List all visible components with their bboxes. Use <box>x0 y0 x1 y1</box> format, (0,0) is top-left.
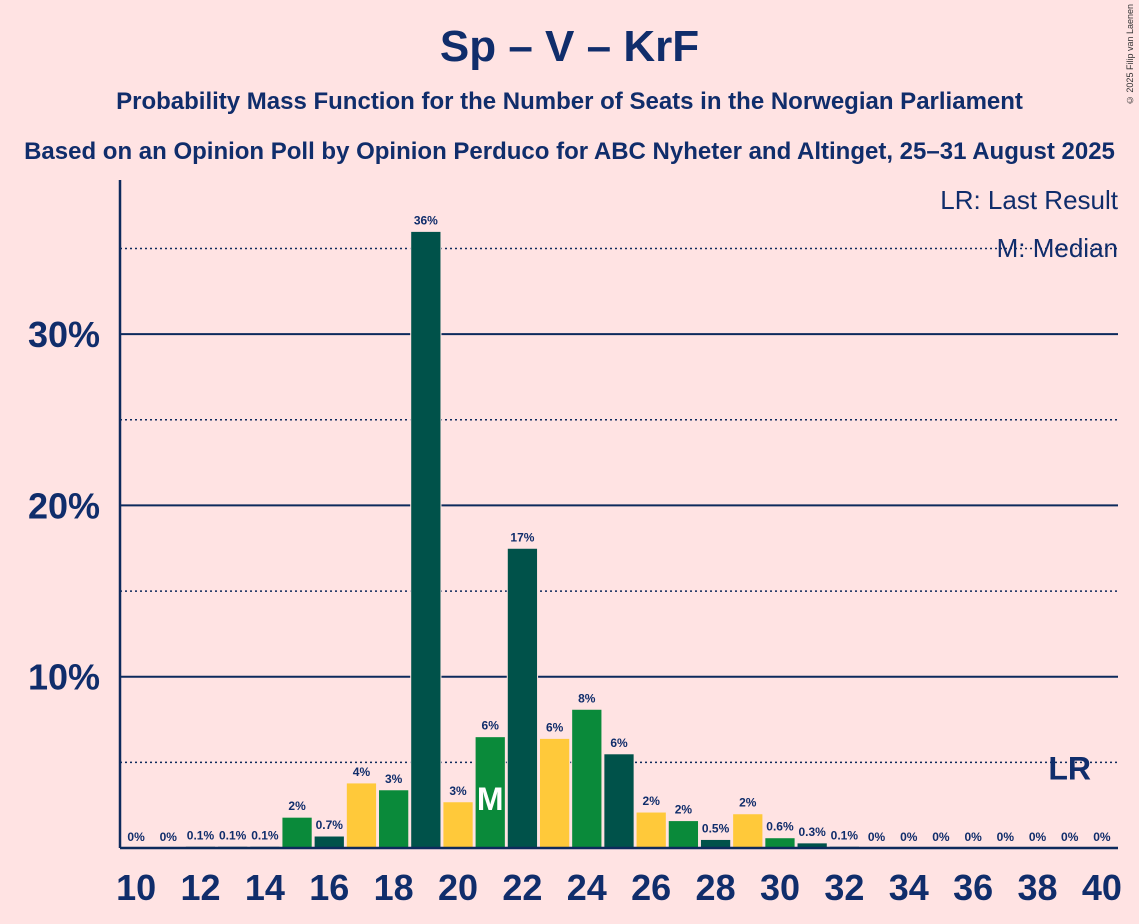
y-tick-label: 10% <box>28 657 100 698</box>
data-label-seat-11: 0% <box>160 830 178 844</box>
x-tick-label: 38 <box>1017 867 1057 908</box>
data-label-seat-40: 0% <box>1093 830 1111 844</box>
x-tick-label: 28 <box>696 867 736 908</box>
data-label-seat-38: 0% <box>1029 830 1047 844</box>
data-label-seat-31: 0.3% <box>798 825 826 839</box>
x-tick-label: 32 <box>824 867 864 908</box>
chart-title: Sp – V – KrF <box>439 22 700 71</box>
bar-seat-27 <box>667 820 700 849</box>
axes: 10 12 14 16 18 20 22 24 26 28 30 32 34 36 38 40 <box>116 180 1122 908</box>
data-label-seat-20: 3% <box>449 784 467 798</box>
bar-seat-24 <box>571 708 603 849</box>
data-label-seat-29: 2% <box>739 796 757 810</box>
legend-median: M: Median <box>997 233 1118 263</box>
x-tick-label: 22 <box>502 867 542 908</box>
chart-subtitle: Probability Mass Function for the Number… <box>116 88 1023 115</box>
data-label-seat-23: 6% <box>546 720 564 734</box>
bar-seat-28 <box>699 838 732 849</box>
legend-last-result: LR: Last Result <box>940 185 1119 215</box>
data-label-seat-15: 2% <box>288 799 306 813</box>
data-label-seat-36: 0% <box>964 830 982 844</box>
x-tick-label: 36 <box>953 867 993 908</box>
data-label-seat-12: 0.1% <box>187 828 215 842</box>
bar-seat-30 <box>764 837 796 849</box>
bar-seat-20 <box>442 801 474 849</box>
data-label-seat-30: 0.6% <box>766 820 794 834</box>
bar-seat-17 <box>345 782 378 849</box>
grid-lines: 10% 20% 30% <box>28 247 1118 764</box>
x-tick-label: 24 <box>567 867 607 908</box>
data-label-seat-22: 17% <box>510 530 534 544</box>
data-label-seat-17: 4% <box>353 765 371 779</box>
data-label-seat-39: 0% <box>1061 830 1079 844</box>
data-label-seat-24: 8% <box>578 691 596 705</box>
x-tick-label: 14 <box>245 867 285 908</box>
last-result-marker: LR <box>1048 750 1091 786</box>
data-label-seat-10: 0% <box>127 830 145 844</box>
data-label-seat-19: 36% <box>414 213 438 227</box>
x-tick-label: 10 <box>116 867 156 908</box>
data-label-seat-27: 2% <box>675 803 693 817</box>
y-tick-label: 20% <box>28 485 100 526</box>
data-label-seat-13: 0.1% <box>219 828 247 842</box>
data-label-seat-16: 0.7% <box>316 818 344 832</box>
data-label-seat-34: 0% <box>900 830 918 844</box>
bars <box>184 230 860 849</box>
bar-seat-21 <box>474 736 506 849</box>
bar-seat-22 <box>506 547 539 849</box>
legend: LR: Last Result M: Median <box>940 185 1119 263</box>
x-tick-label: 40 <box>1082 867 1122 908</box>
x-tick-label: 34 <box>889 867 929 908</box>
data-label-seat-35: 0% <box>932 830 950 844</box>
data-label-seat-21: 6% <box>482 719 500 733</box>
y-tick-label: 30% <box>28 314 100 355</box>
bar-seat-25 <box>603 753 635 849</box>
x-tick-label: 30 <box>760 867 800 908</box>
bar-seat-29 <box>732 813 764 849</box>
bar-seat-18 <box>378 789 410 849</box>
bar-seat-16 <box>313 835 345 849</box>
data-label-seat-25: 6% <box>610 736 628 750</box>
x-tick-label: 18 <box>374 867 414 908</box>
data-label-seat-26: 2% <box>643 794 661 808</box>
median-marker: M <box>477 781 504 817</box>
data-label-seat-33: 0% <box>868 830 886 844</box>
data-label-seat-37: 0% <box>997 830 1015 844</box>
bar-seat-26 <box>635 811 667 849</box>
data-label-seat-14: 0.1% <box>251 828 279 842</box>
x-tick-label: 26 <box>631 867 671 908</box>
bar-seat-23 <box>538 737 571 849</box>
x-tick-label: 16 <box>309 867 349 908</box>
bar-seat-15 <box>281 816 313 849</box>
data-label-seat-32: 0.1% <box>831 828 859 842</box>
data-label-seat-28: 0.5% <box>702 821 730 835</box>
x-tick-label: 20 <box>438 867 478 908</box>
x-tick-label: 12 <box>180 867 220 908</box>
chart-subtitle-source: Based on an Opinion Poll by Opinion Perd… <box>24 138 1115 165</box>
bar-seat-19 <box>410 230 442 849</box>
data-label-seat-18: 3% <box>385 772 403 786</box>
data-labels: 0% 0% 0.1% 0.1% 0.1% 2% 0.7% 4% 3% 36% 3% 6% 17% 6% 8%… <box>127 213 1110 844</box>
